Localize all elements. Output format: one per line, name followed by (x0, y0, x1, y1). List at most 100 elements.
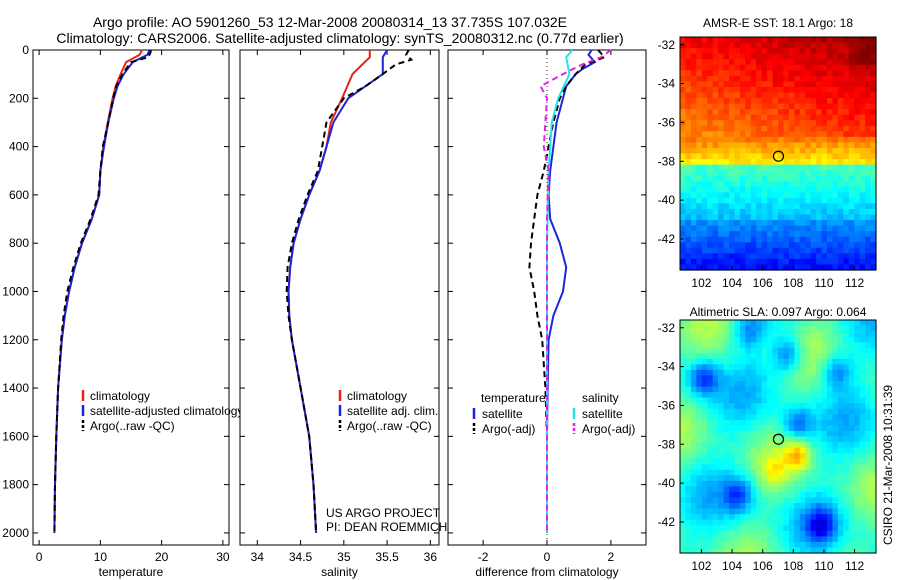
heatmap-cell (761, 347, 768, 354)
heatmap-cell (810, 231, 817, 238)
map-title: Altimetric SLA: 0.097 Argo: 0.064 (690, 305, 867, 319)
heatmap-cell (690, 48, 697, 55)
heatmap-cell (843, 331, 850, 338)
heatmap-cell (680, 508, 687, 515)
heatmap-cell (690, 447, 697, 454)
heatmap-cell (843, 214, 850, 221)
heatmap-cell (680, 214, 687, 221)
heatmap-cell (788, 203, 795, 210)
heatmap-cell (865, 453, 872, 460)
heatmap-cell (680, 159, 687, 166)
heatmap-cell (696, 464, 703, 471)
heatmap-cell (696, 336, 703, 343)
heatmap-cell (680, 541, 687, 549)
heatmap-cell (756, 109, 763, 116)
heatmap-cell (690, 53, 697, 60)
heatmap-cell (680, 203, 687, 210)
heatmap-cell (810, 480, 817, 488)
heatmap-cell (723, 164, 730, 171)
heatmap-cell (750, 142, 757, 149)
heatmap-cell (832, 258, 839, 266)
heatmap-cell (865, 403, 872, 410)
heatmap-cell (685, 92, 692, 99)
heatmap-cell (821, 486, 828, 493)
heatmap-cell (680, 75, 687, 82)
heatmap-cell (690, 547, 697, 554)
heatmap-cell (859, 59, 866, 66)
heatmap-cell (756, 358, 763, 365)
heatmap-cell (783, 325, 790, 332)
heatmap-cell (816, 508, 823, 515)
heatmap-cell (854, 231, 861, 238)
heatmap-cell (767, 192, 774, 199)
heatmap-cell (848, 453, 855, 460)
heatmap-cell (750, 114, 757, 121)
heatmap-cell (794, 508, 801, 515)
heatmap-cell (778, 336, 785, 343)
heatmap-cell (837, 214, 844, 221)
argo-location-marker (772, 433, 785, 445)
heatmap-cell (854, 181, 861, 188)
heatmap-cell (854, 42, 861, 49)
heatmap-cell (718, 92, 725, 99)
heatmap-cell (859, 530, 866, 537)
heatmap-cell (761, 464, 768, 471)
heatmap-cell (816, 247, 823, 254)
heatmap-cell (821, 403, 828, 410)
heatmap-cell (745, 64, 752, 71)
heatmap-cell (854, 59, 861, 66)
heatmap-cell (707, 325, 714, 332)
heatmap-cell (739, 486, 746, 493)
heatmap-cell (805, 86, 812, 94)
heatmap-cell (701, 486, 708, 493)
heatmap-cell (870, 125, 877, 132)
heatmap-cell (685, 264, 692, 271)
heatmap-cell (821, 164, 828, 171)
heatmap-cell (690, 220, 697, 227)
heatmap-cell (854, 486, 861, 493)
heatmap-cell (756, 320, 763, 327)
heatmap-cell (832, 397, 839, 404)
heatmap-cell (712, 159, 719, 166)
heatmap-cell (837, 64, 844, 71)
heatmap-cell (788, 164, 795, 171)
heatmap-cell (750, 197, 757, 205)
heatmap-cell (761, 258, 768, 266)
heatmap-cell (799, 342, 806, 349)
heatmap-cell (854, 403, 861, 410)
heatmap-cell (843, 403, 850, 410)
heatmap-cell (810, 81, 817, 88)
heatmap-cell (837, 236, 844, 243)
heatmap-cell (761, 353, 768, 360)
heatmap-cell (680, 325, 687, 332)
heatmap-cell (783, 392, 790, 399)
heatmap-cell (750, 264, 757, 271)
heatmap-cell (696, 447, 703, 454)
heatmap-cell (788, 425, 795, 432)
heatmap-cell (734, 253, 741, 260)
heatmap-cell (680, 530, 687, 537)
heatmap-cell (810, 358, 817, 365)
heatmap-cell (707, 37, 714, 44)
heatmap-cell (729, 525, 736, 532)
heatmap-cell (783, 114, 790, 121)
heatmap-cell (690, 414, 697, 421)
heatmap-cell (870, 514, 877, 521)
heatmap-cell (854, 192, 861, 199)
heatmap-cell (696, 181, 703, 188)
heatmap-cell (707, 75, 714, 82)
heatmap-cell (707, 231, 714, 238)
heatmap-cell (859, 264, 866, 271)
heatmap-cell (723, 109, 730, 116)
heatmap-cell (865, 37, 872, 44)
heatmap-cell (870, 336, 877, 343)
heatmap-cell (685, 414, 692, 421)
heatmap-cell (854, 392, 861, 399)
heatmap-cell (696, 86, 703, 94)
heatmap-cell (837, 120, 844, 127)
heatmap-cell (859, 536, 866, 543)
heatmap-cell (854, 364, 861, 371)
heatmap-cell (723, 208, 730, 216)
heatmap-cell (712, 408, 719, 415)
